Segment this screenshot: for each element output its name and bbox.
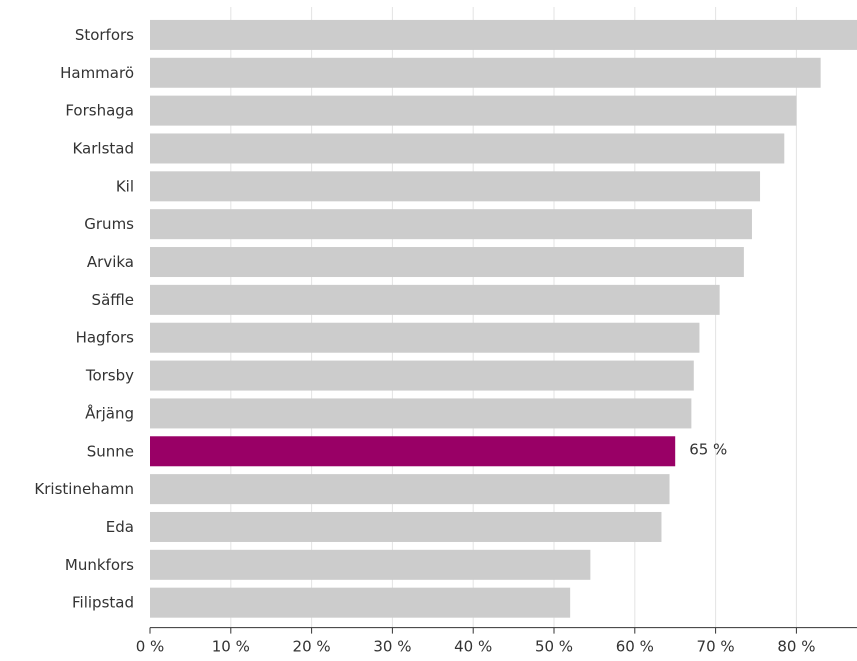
category-label: Kristinehamn bbox=[34, 480, 134, 498]
x-tick-label: 80 % bbox=[777, 638, 815, 656]
bar bbox=[150, 247, 744, 278]
bar bbox=[150, 474, 670, 505]
category-label: Eda bbox=[106, 518, 134, 536]
data-labels: 65 % bbox=[689, 440, 727, 458]
x-tick-label: 20 % bbox=[293, 638, 331, 656]
category-label: Kil bbox=[116, 177, 134, 195]
category-labels: Storfors Hammarö Forshaga Karlstad Kil Grums A… bbox=[34, 26, 134, 612]
x-tick-label: 0 % bbox=[136, 638, 165, 656]
x-tick-label: 50 % bbox=[535, 638, 573, 656]
category-label: Storfors bbox=[75, 26, 134, 44]
bar bbox=[150, 95, 797, 126]
category-label: Hammarö bbox=[60, 64, 134, 82]
category-label: Filipstad bbox=[72, 594, 134, 612]
bar bbox=[150, 587, 571, 618]
bar bbox=[150, 549, 591, 580]
category-label: Torsby bbox=[85, 367, 134, 385]
bar bbox=[150, 57, 821, 88]
bar bbox=[150, 133, 785, 164]
data-label: 65 % bbox=[689, 440, 727, 458]
x-axis: 0 % 10 % 20 % 30 % 40 % 50 % 60 % 70 % 80 % bbox=[136, 627, 857, 656]
bar bbox=[150, 398, 692, 429]
bar-highlighted bbox=[150, 436, 676, 467]
bar bbox=[150, 19, 857, 50]
x-tick-label: 70 % bbox=[697, 638, 735, 656]
x-tick-label: 30 % bbox=[373, 638, 411, 656]
x-tick-label: 40 % bbox=[454, 638, 492, 656]
category-label: Arvika bbox=[87, 253, 134, 271]
category-label: Grums bbox=[84, 215, 134, 233]
bars bbox=[150, 19, 857, 618]
bar bbox=[150, 171, 761, 202]
category-label: Hagfors bbox=[76, 329, 135, 347]
bar bbox=[150, 209, 752, 240]
x-tick-label: 10 % bbox=[212, 638, 250, 656]
category-label: Sunne bbox=[87, 442, 134, 460]
category-label: Årjäng bbox=[85, 403, 134, 422]
category-label: Karlstad bbox=[72, 139, 134, 157]
category-label: Munkfors bbox=[65, 556, 134, 574]
x-tick-label: 60 % bbox=[616, 638, 654, 656]
bar bbox=[150, 511, 662, 542]
bar bbox=[150, 322, 700, 353]
category-label: Säffle bbox=[92, 291, 134, 309]
bar bbox=[150, 284, 720, 315]
category-label: Forshaga bbox=[65, 102, 134, 120]
bar bbox=[150, 360, 694, 391]
